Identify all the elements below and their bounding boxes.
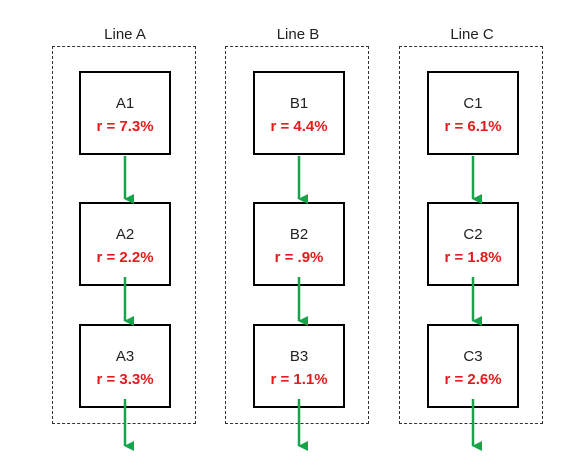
flow-arrows: [0, 0, 583, 472]
